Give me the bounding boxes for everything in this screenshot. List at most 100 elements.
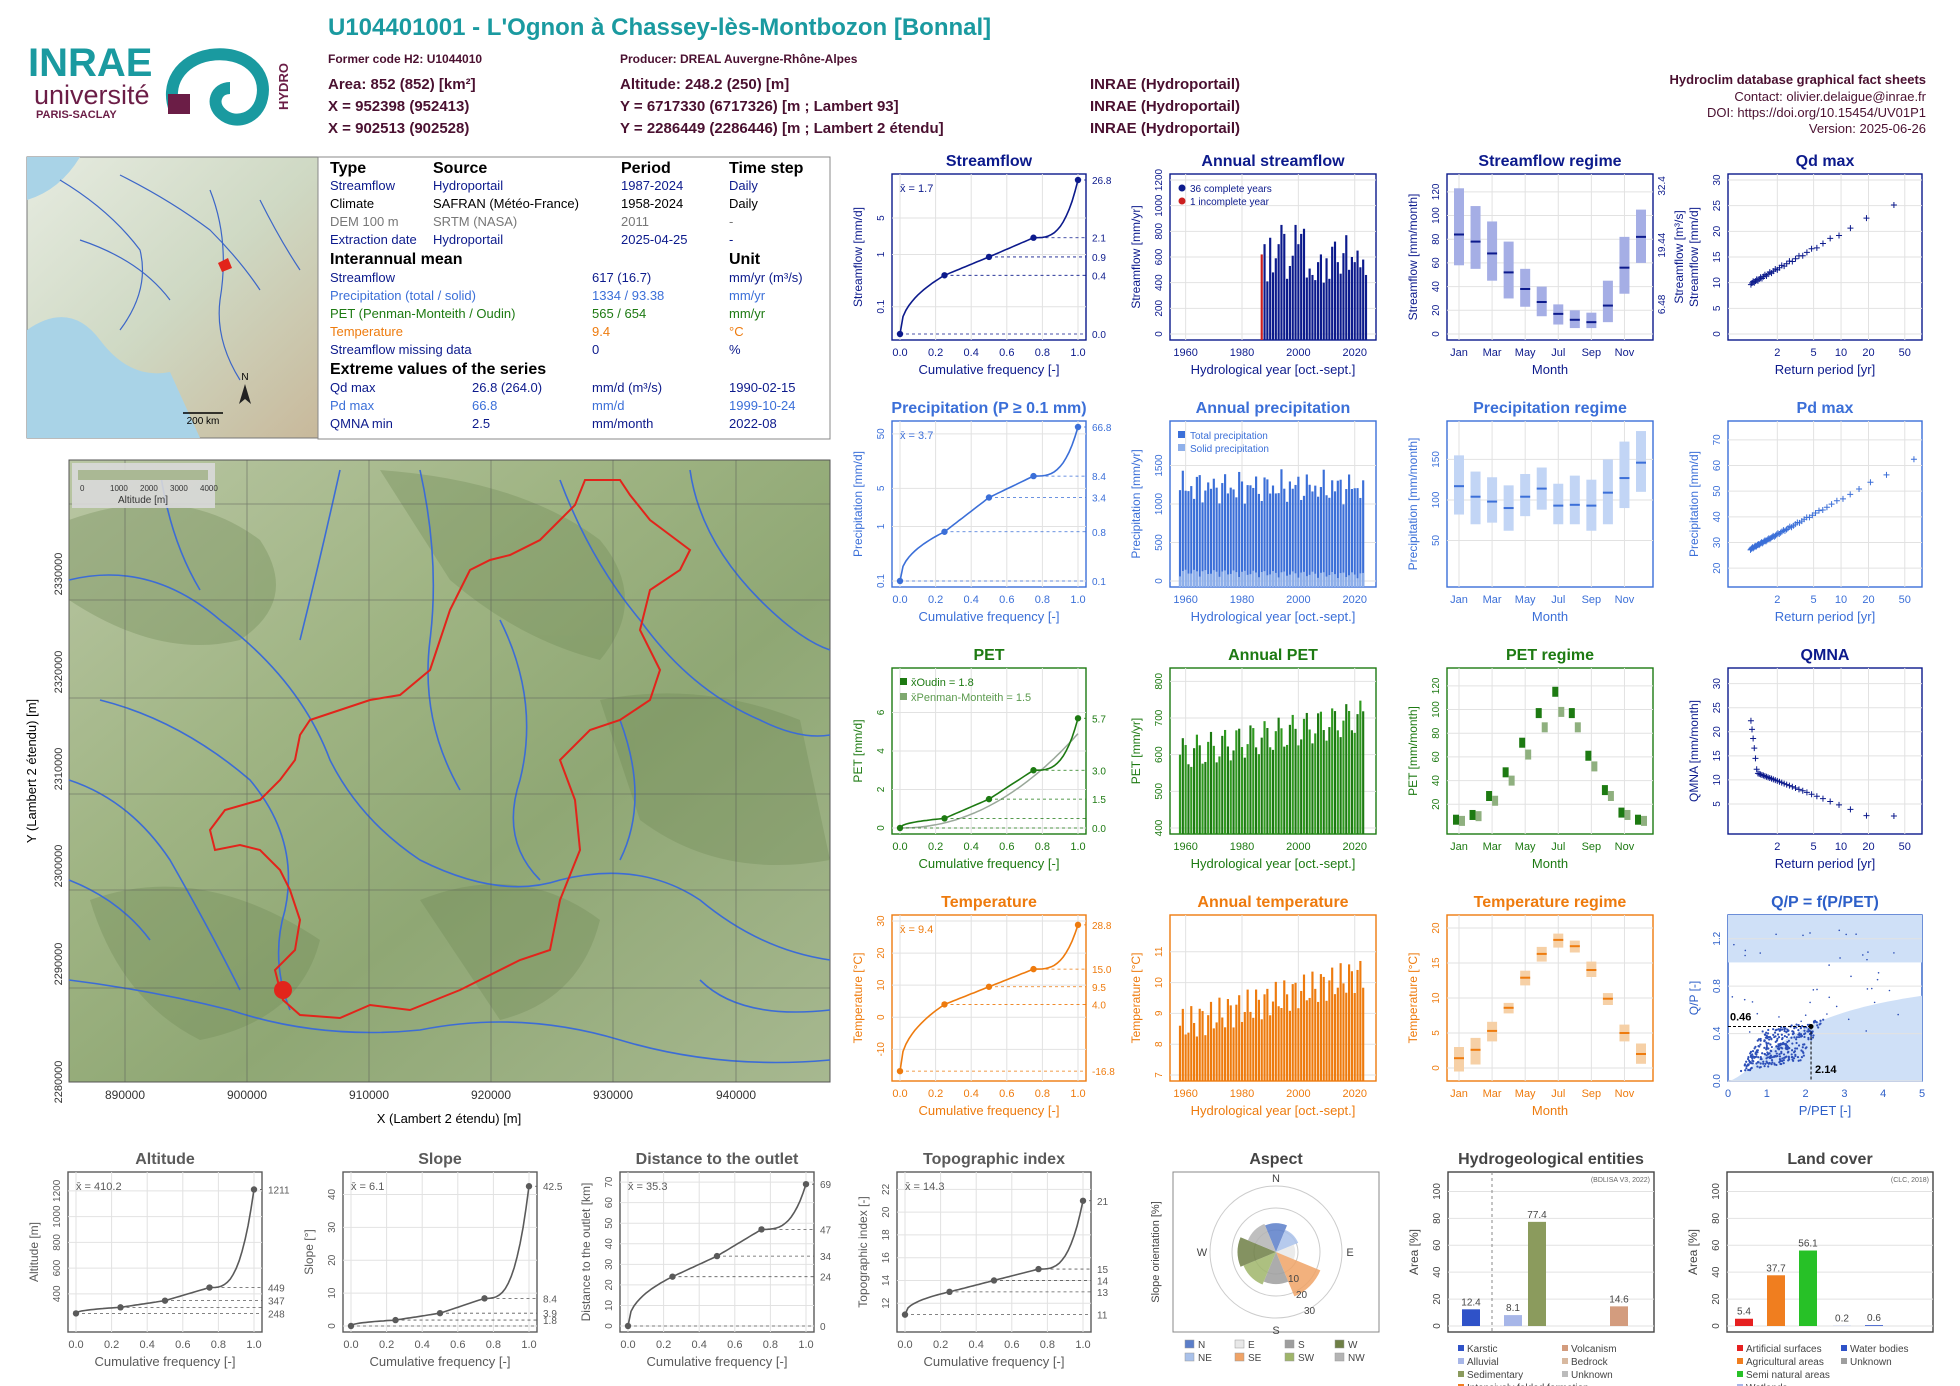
bar: [1280, 728, 1283, 834]
return-point: [1836, 232, 1843, 239]
right-tick-label: 6.48: [1657, 294, 1668, 314]
qp-point: [1759, 1039, 1762, 1042]
legend-swatch: [1334, 1339, 1345, 1349]
regime-box: [1454, 455, 1464, 515]
y-tick-label: 0: [1712, 331, 1723, 337]
qp-point: [1767, 1028, 1770, 1032]
y-lambert2: Y = 2286449 (2286446) [m ; Lambert 2 éte…: [620, 120, 944, 137]
bar-secondary: [1322, 572, 1325, 587]
bar-secondary: [1207, 573, 1210, 587]
bar: [1238, 471, 1241, 587]
bar: [1362, 711, 1365, 834]
bar: [1246, 744, 1249, 834]
legend-swatch: [1841, 1345, 1847, 1351]
qp-point: [1747, 1068, 1750, 1072]
qp-point: [1790, 1049, 1794, 1052]
qp-point: [1801, 1046, 1804, 1049]
qp-point: [1731, 996, 1734, 998]
bar-secondary: [1226, 574, 1229, 587]
qp-point: [1765, 1035, 1769, 1038]
logo-inrae: INRAE université PARIS-SACLAY: [28, 41, 152, 121]
regime-box-oudin: [1519, 737, 1526, 748]
qp-point: [1796, 1055, 1800, 1059]
right-value-label: 4.0: [1092, 1000, 1106, 1011]
legend-swatch: [1184, 1339, 1195, 1349]
return-point: [1756, 770, 1763, 777]
bar-secondary: [1353, 574, 1356, 587]
qp-point: [1759, 1043, 1762, 1046]
regime-box-oudin: [1469, 809, 1476, 820]
return-point: [1783, 781, 1790, 788]
bar: [1204, 490, 1207, 587]
north-arrow-icon: [239, 384, 251, 404]
bar: [1328, 980, 1331, 1081]
x-tick-label: 0.2: [928, 841, 943, 853]
bar: [1195, 1036, 1198, 1081]
bar: [1263, 994, 1266, 1081]
y-tick-label: 50: [604, 1217, 615, 1229]
mean-label: x̄ = 1.7: [900, 183, 933, 195]
qp-point: [1783, 1028, 1786, 1031]
y-tick-label: 30: [1712, 174, 1723, 186]
return-point: [1863, 215, 1870, 222]
qp-point: [1870, 987, 1873, 990]
x-tick-label: 0.8: [1035, 594, 1050, 606]
version: Version: 2025-06-26: [1809, 121, 1926, 136]
bar: [1207, 741, 1210, 834]
regime-box-oudin: [1601, 785, 1608, 796]
bar: [1311, 491, 1314, 587]
regime-box-oudin: [1635, 814, 1641, 825]
qp-point: [1779, 1029, 1782, 1032]
y-tick-label: 400: [52, 1285, 63, 1302]
qp-point: [1781, 1057, 1784, 1060]
qp-point: [1766, 1032, 1770, 1035]
qp-point: [1873, 1001, 1876, 1004]
bar-value-label: 56.1: [1798, 1239, 1818, 1250]
bar: [1193, 498, 1196, 587]
bar: [1353, 993, 1356, 1081]
return-point: [1799, 252, 1806, 259]
right-value-label: 1211: [268, 1185, 290, 1196]
y-tick-label: 5: [876, 485, 887, 491]
bar-secondary: [1277, 577, 1280, 587]
bar: [1356, 969, 1359, 1081]
chart-ylabel: Temperature [°C]: [1406, 953, 1420, 1044]
legend-label: Intensively folded formation: [1467, 1383, 1589, 1386]
chart-pet_fdc: PET Cumulative frequency [-] PET [mm/d] 0.0…: [851, 647, 1106, 871]
interannual-unit: %: [729, 342, 741, 357]
regime-box: [1602, 280, 1613, 323]
chart-hydrogeology: Hydrogeological entities Area [%] 0 20 40 60 8…: [1407, 1151, 1655, 1386]
bar-secondary: [1263, 571, 1266, 587]
return-point: [1856, 486, 1863, 493]
y-tick-label: 100: [1711, 1183, 1722, 1200]
legend-swatch: [1234, 1339, 1245, 1349]
chart-xlabel: Cumulative frequency [-]: [647, 1354, 788, 1369]
bar: [1297, 745, 1300, 834]
bar-secondary: [1333, 574, 1337, 587]
bar: [1328, 727, 1331, 834]
bar: [1221, 735, 1224, 834]
chart-title: PET: [973, 647, 1004, 664]
return-point: [1786, 782, 1793, 789]
return-point: [1847, 491, 1854, 498]
x-tick-label: Sep: [1582, 347, 1602, 359]
bar-secondary: [1184, 569, 1187, 587]
legend-label: SW: [1298, 1353, 1315, 1364]
bar: [1297, 244, 1300, 340]
minimap-basin-location: [218, 258, 232, 272]
info-row-source: Hydroportail: [433, 232, 503, 247]
qp-point: [1733, 943, 1735, 946]
logo-paris-saclay-text: PARIS-SACLAY: [36, 109, 117, 121]
right-value-label: 66.8: [1092, 423, 1112, 434]
return-point: [1778, 528, 1785, 535]
bar: [1218, 756, 1221, 834]
bar-secondary: [1198, 576, 1201, 587]
y-tick-label: 8: [1154, 1041, 1165, 1047]
legend-swatch: [1458, 1345, 1464, 1351]
bar-secondary: [1271, 571, 1275, 587]
category-bar: [1610, 1306, 1628, 1326]
y-tick-label: 2: [876, 786, 887, 792]
aspect-ring-label: 10: [1288, 1274, 1300, 1285]
qp-point: [1888, 989, 1891, 992]
minimap-scale-label: 200 km: [187, 416, 220, 427]
